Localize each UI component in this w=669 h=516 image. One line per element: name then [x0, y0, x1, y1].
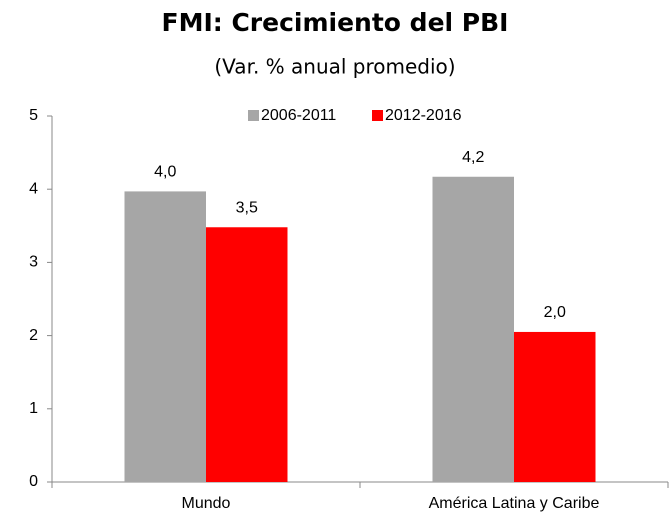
legend-swatch — [372, 110, 383, 121]
x-tick-label: América Latina y Caribe — [429, 495, 600, 512]
chart-subtitle: (Var. % anual promedio) — [214, 55, 455, 79]
bar — [206, 227, 288, 482]
bar — [124, 191, 206, 482]
y-tick-label: 0 — [29, 473, 38, 490]
chart-title: FMI: Crecimiento del PBI — [162, 8, 509, 37]
y-tick-label: 1 — [29, 400, 38, 417]
y-tick-label: 4 — [29, 180, 38, 197]
legend-label: 2012-2016 — [385, 107, 462, 124]
x-tick-label: Mundo — [182, 495, 231, 512]
value-label: 4,2 — [462, 149, 484, 166]
bar — [432, 176, 514, 483]
legend-label: 2006-2011 — [261, 107, 336, 124]
value-label: 3,5 — [236, 199, 258, 216]
legend-swatch — [248, 110, 259, 121]
y-tick-label: 3 — [29, 254, 38, 271]
bar — [514, 331, 596, 482]
y-tick-label: 5 — [29, 107, 38, 124]
y-tick-label: 2 — [29, 327, 38, 344]
value-label: 2,0 — [544, 304, 566, 321]
value-label: 4,0 — [154, 164, 176, 181]
